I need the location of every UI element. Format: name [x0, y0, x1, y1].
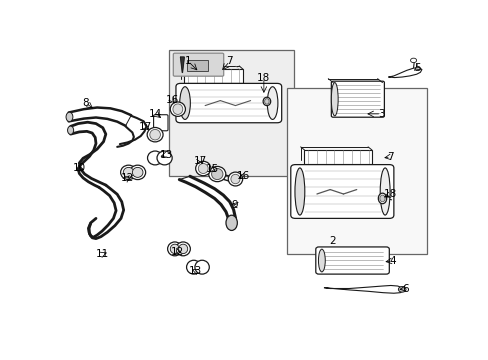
Ellipse shape — [67, 126, 74, 134]
Text: 18: 18 — [257, 73, 270, 83]
Text: 16: 16 — [237, 171, 250, 181]
Text: 8: 8 — [82, 98, 89, 108]
Ellipse shape — [66, 112, 73, 122]
Ellipse shape — [263, 97, 270, 105]
Text: 5: 5 — [413, 63, 420, 73]
Ellipse shape — [380, 168, 389, 215]
Text: 7: 7 — [226, 56, 233, 66]
Ellipse shape — [180, 87, 190, 120]
Text: 16: 16 — [165, 95, 179, 105]
Ellipse shape — [123, 167, 134, 177]
Text: 4: 4 — [388, 256, 395, 266]
Bar — [187, 60, 208, 71]
Ellipse shape — [129, 165, 145, 180]
FancyBboxPatch shape — [173, 53, 223, 76]
FancyBboxPatch shape — [331, 81, 384, 117]
Ellipse shape — [147, 151, 163, 165]
Ellipse shape — [157, 151, 172, 165]
Text: 13: 13 — [160, 150, 173, 159]
Polygon shape — [180, 57, 184, 73]
FancyBboxPatch shape — [290, 165, 393, 219]
Text: 17: 17 — [194, 156, 207, 166]
Bar — [304, 150, 371, 164]
Ellipse shape — [195, 260, 209, 274]
Ellipse shape — [147, 127, 163, 142]
Ellipse shape — [230, 174, 240, 184]
Bar — [184, 69, 243, 82]
Ellipse shape — [228, 172, 242, 186]
Circle shape — [398, 287, 405, 292]
Ellipse shape — [378, 193, 386, 204]
Text: 15: 15 — [205, 164, 218, 174]
Ellipse shape — [173, 104, 183, 114]
Text: 11: 11 — [95, 249, 108, 260]
Polygon shape — [324, 285, 403, 293]
Ellipse shape — [167, 242, 182, 256]
Ellipse shape — [170, 244, 179, 253]
Text: 12: 12 — [171, 247, 184, 257]
Bar — [169, 50, 294, 176]
FancyBboxPatch shape — [315, 247, 388, 274]
Text: 2: 2 — [328, 237, 335, 246]
FancyBboxPatch shape — [176, 84, 281, 123]
Text: 12: 12 — [121, 173, 134, 183]
Text: 1: 1 — [184, 56, 191, 66]
Ellipse shape — [379, 195, 385, 202]
Ellipse shape — [331, 82, 338, 116]
Ellipse shape — [208, 166, 225, 182]
Ellipse shape — [225, 215, 237, 230]
Ellipse shape — [267, 87, 277, 120]
Ellipse shape — [176, 242, 190, 256]
Text: 7: 7 — [386, 152, 393, 162]
Text: 13: 13 — [189, 266, 202, 276]
Ellipse shape — [294, 168, 304, 215]
FancyBboxPatch shape — [153, 115, 168, 131]
Text: 9: 9 — [231, 199, 238, 210]
Ellipse shape — [149, 129, 160, 140]
Ellipse shape — [198, 163, 208, 174]
Ellipse shape — [178, 244, 187, 253]
Ellipse shape — [121, 165, 136, 180]
Text: 3: 3 — [377, 109, 384, 119]
Ellipse shape — [170, 102, 185, 116]
Text: 14: 14 — [149, 109, 162, 119]
Bar — [286, 87, 426, 254]
Text: 10: 10 — [73, 163, 86, 174]
Ellipse shape — [195, 161, 210, 176]
Ellipse shape — [186, 260, 201, 274]
Circle shape — [410, 58, 416, 63]
Text: 18: 18 — [384, 189, 397, 199]
Ellipse shape — [318, 249, 325, 272]
Text: 17: 17 — [139, 122, 152, 132]
Polygon shape — [388, 68, 421, 77]
Ellipse shape — [132, 167, 142, 177]
Text: 6: 6 — [401, 284, 407, 293]
Ellipse shape — [211, 168, 223, 180]
Ellipse shape — [264, 99, 268, 104]
